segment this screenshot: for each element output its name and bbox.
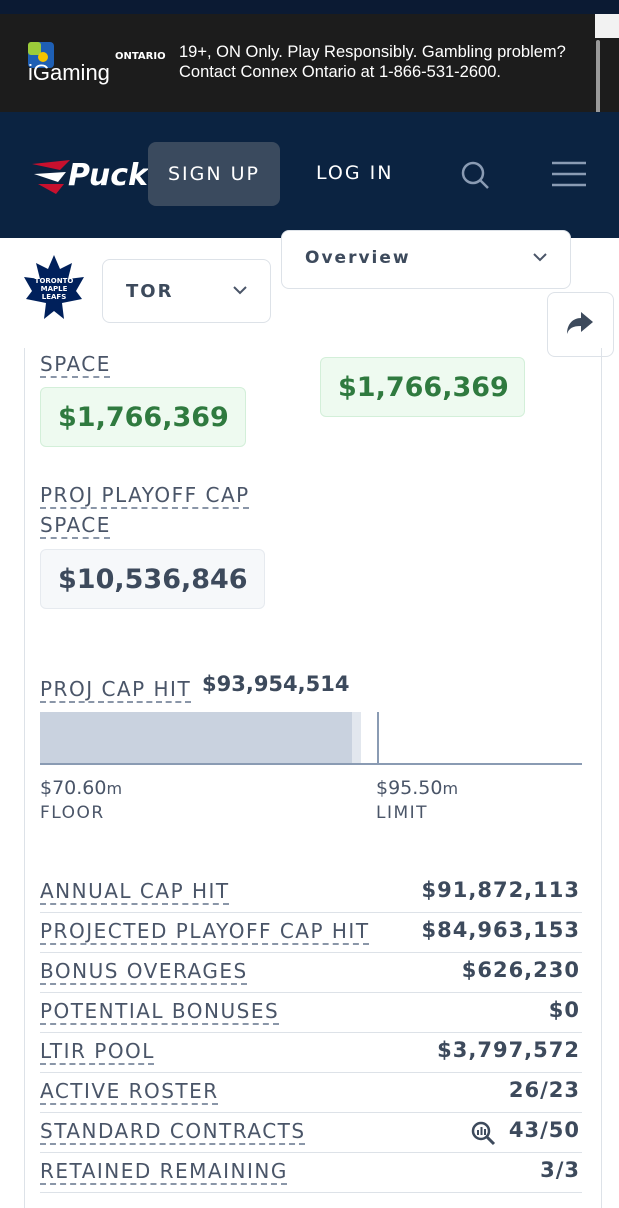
ad-top-strip: [0, 0, 619, 14]
table-row: LTIR POOL $3,797,572: [40, 1032, 582, 1073]
floor-amount: $70.60m: [40, 777, 122, 799]
ad-banner[interactable]: [0, 0, 619, 112]
floor-label: FLOOR: [40, 803, 105, 823]
limit-unit: m: [442, 779, 459, 798]
team-select[interactable]: [102, 259, 271, 323]
row-label[interactable]: ACTIVE ROSTER: [40, 1079, 219, 1103]
ad-line2[interactable]: Contact Connex Ontario at 1-866-531-2600…: [179, 63, 501, 81]
cap-space-value: $1,766,369: [40, 387, 246, 447]
row-label[interactable]: BONUS OVERAGES: [40, 959, 248, 983]
row-label[interactable]: RETAINED REMAINING: [40, 1159, 288, 1183]
row-label[interactable]: LTIR POOL: [40, 1039, 155, 1063]
limit-amount: $95.50m: [376, 777, 458, 799]
row-value: $91,872,113: [421, 878, 580, 902]
row-label[interactable]: PROJECTED PLAYOFF CAP HIT: [40, 919, 370, 943]
cap-bar-axis: [40, 763, 582, 765]
view-select-value: Overview: [305, 248, 411, 268]
menu-icon[interactable]: [550, 160, 588, 188]
row-label[interactable]: POTENTIAL BONUSES: [40, 999, 280, 1023]
cap-hit-value: $93,954,514: [202, 672, 350, 696]
table-row: RETAINED REMAINING 3/3: [40, 1152, 582, 1193]
site-logo-mark[interactable]: [30, 152, 150, 202]
playoff-cap-space-value: $10,536,846: [40, 549, 265, 609]
row-value: $0: [548, 998, 580, 1022]
view-select[interactable]: [281, 230, 571, 289]
row-value: $3,797,572: [437, 1038, 580, 1062]
table-row: POTENTIAL BONUSES $0: [40, 992, 582, 1033]
table-row: PROJECTED PLAYOFF CAP HIT $84,963,153: [40, 912, 582, 953]
cap-bar: [40, 712, 352, 764]
chevron: [533, 253, 547, 262]
search-contracts-icon[interactable]: [470, 1120, 496, 1146]
ad-choices[interactable]: [595, 14, 619, 38]
table-row: STANDARD CONTRACTS 43/50: [40, 1112, 582, 1153]
limit-label: LIMIT: [376, 803, 429, 823]
table-row: ACTIVE ROSTER 26/23: [40, 1072, 582, 1113]
team-logo-text: MAPLE: [41, 285, 68, 293]
team-select-value: TOR: [126, 281, 174, 302]
cap-space-right-value: $1,766,369: [320, 357, 525, 417]
table-row: BONUS OVERAGES $626,230: [40, 952, 582, 993]
row-value: 43/50: [508, 1118, 580, 1142]
search-icon[interactable]: [460, 160, 490, 190]
cap-hit-label[interactable]: PROJ CAP HIT: [40, 677, 192, 701]
site-logo[interactable]: PuckP: [68, 158, 148, 193]
floor-unit: m: [106, 779, 123, 798]
row-label[interactable]: STANDARD CONTRACTS: [40, 1119, 306, 1143]
table-row: ANNUAL CAP HIT $91,872,113: [40, 872, 582, 913]
cap-limit-marker: [377, 712, 379, 764]
ad-brand: iGaming: [28, 60, 110, 85]
nav-bar: [0, 112, 619, 238]
row-value: 26/23: [508, 1078, 580, 1102]
floor-amount-value: $70.60: [40, 777, 107, 799]
chevron: [233, 286, 247, 295]
log-in-link[interactable]: LOG IN: [316, 162, 394, 184]
cap-space-label[interactable]: SPACE: [40, 352, 111, 376]
share-icon: [567, 312, 593, 334]
ad-logo-icon: [28, 42, 54, 68]
team-logo-text: LEAFS: [42, 293, 66, 301]
playoff-cap-space-label[interactable]: PROJ PLAYOFF CAP SPACE: [40, 483, 250, 537]
row-label[interactable]: ANNUAL CAP HIT: [40, 879, 230, 903]
team-logo: TORONTO MAPLE LEAFS: [24, 255, 84, 319]
card: [24, 348, 602, 1208]
ad-line1[interactable]: 19+, ON Only. Play Responsibly. Gambling…: [179, 43, 566, 61]
sign-up-button[interactable]: SIGN UP: [148, 142, 280, 206]
team-logo-text: TORONTO: [35, 277, 74, 285]
row-value: 3/3: [540, 1158, 580, 1182]
row-value: $84,963,153: [421, 918, 580, 942]
row-value: $626,230: [461, 958, 580, 982]
ad-brand-region: ONTARIO: [115, 51, 166, 62]
limit-amount-value: $95.50: [376, 777, 443, 799]
